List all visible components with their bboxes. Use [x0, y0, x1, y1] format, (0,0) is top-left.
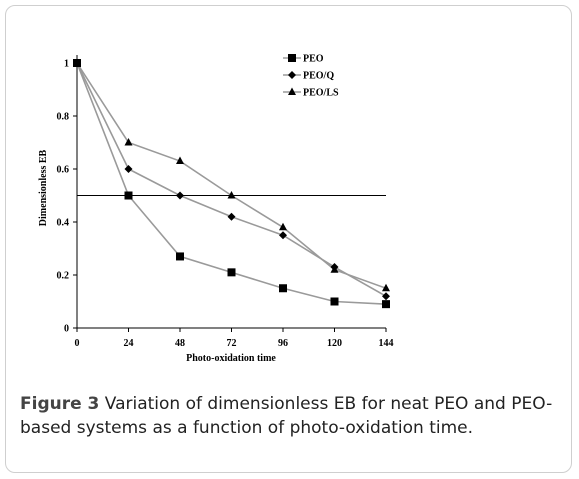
- series-line-peo: [76, 62, 387, 305]
- caption-label: Figure 3: [20, 394, 100, 414]
- legend-marker-peo-ls: [288, 87, 296, 95]
- x-axis-label: Photo-oxidation time: [186, 353, 276, 364]
- point-peo: [330, 297, 339, 306]
- x-tick-label: 96: [278, 338, 288, 349]
- point-peo-q: [176, 191, 184, 200]
- point-peo: [279, 284, 287, 293]
- point-peo-ls: [73, 58, 81, 66]
- point-peo-q: [227, 212, 236, 221]
- point-peo-q: [124, 165, 133, 173]
- legend-label-peo-ls: PEO/LS: [303, 88, 339, 99]
- series-line-peo-ls: [76, 62, 387, 290]
- point-peo-ls: [176, 156, 184, 165]
- y-tick-label: 0.2: [57, 271, 70, 282]
- x-tick-label: 48: [175, 338, 185, 349]
- legend: PEO PEO/Q PEO/LS: [283, 54, 339, 99]
- y-tick-label: 1: [64, 59, 69, 70]
- series-markers: [73, 58, 390, 309]
- point-peo: [227, 268, 236, 277]
- legend-marker-peo: [288, 54, 296, 62]
- x-tick-label: 0: [75, 338, 80, 349]
- legend-label-peo: PEO: [303, 54, 324, 65]
- figure-caption: Figure 3 Variation of dimensionless EB f…: [20, 392, 560, 440]
- point-peo-q: [279, 231, 287, 240]
- point-peo-ls: [330, 265, 339, 273]
- point-peo: [382, 300, 390, 309]
- point-peo: [124, 191, 133, 200]
- y-tick-label: 0.4: [57, 218, 70, 229]
- x-tick-label: 144: [379, 338, 394, 349]
- y-axis-label: Dimensionless EB: [38, 149, 49, 226]
- point-peo-ls: [279, 222, 287, 231]
- point-peo-ls: [124, 138, 133, 146]
- point-peo-ls: [382, 283, 390, 292]
- chart-axes: [73, 55, 387, 332]
- point-peo-q: [382, 292, 390, 301]
- series-lines: [76, 62, 387, 305]
- x-tick-label: 120: [327, 338, 342, 349]
- y-tick-label: 0: [64, 324, 69, 335]
- y-tick-label: 0.8: [57, 112, 70, 123]
- series-line-peo-q: [76, 62, 387, 297]
- tick-labels: 0 24 48 72 96 120 144 0 0.2 0.4 0.6 0.8 1: [57, 59, 394, 350]
- legend-marker-peo-q: [288, 71, 296, 79]
- point-peo: [176, 252, 184, 261]
- y-tick-label: 0.6: [57, 165, 70, 176]
- x-tick-label: 72: [227, 338, 237, 349]
- point-peo-ls: [227, 191, 236, 199]
- legend-label-peo-q: PEO/Q: [303, 71, 334, 82]
- caption-text: Variation of dimensionless EB for neat P…: [20, 394, 553, 438]
- x-tick-label: 24: [124, 338, 134, 349]
